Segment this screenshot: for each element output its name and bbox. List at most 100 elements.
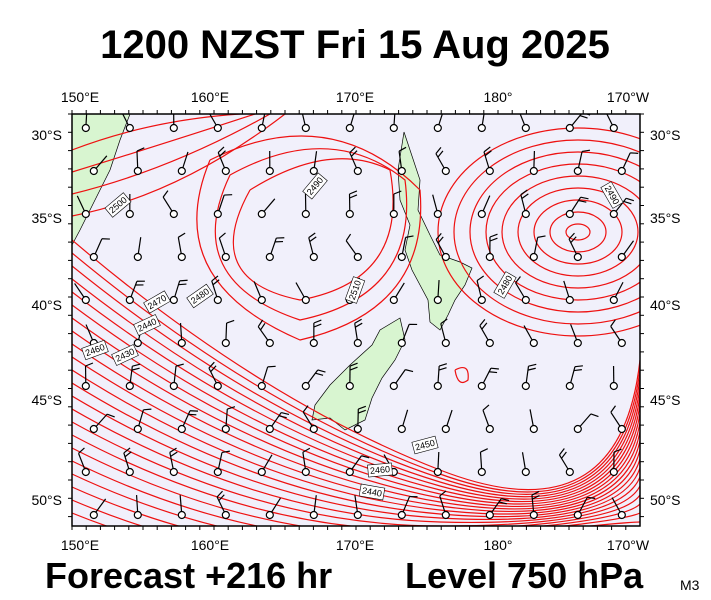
barb-feather: [281, 411, 290, 416]
barb-feather: [354, 318, 362, 324]
barb-station: [477, 381, 486, 391]
barb-feather: [435, 232, 442, 240]
title: 1200 NZST Fri 15 Aug 2025: [100, 23, 610, 67]
barb-feather: [302, 108, 309, 113]
barb-station: [617, 424, 626, 434]
contour: [72, 395, 640, 521]
barb-station: [265, 166, 274, 176]
contour-label-box: [143, 290, 171, 314]
left-axis-label: 45°S: [31, 392, 62, 408]
barb-feather: [124, 451, 132, 458]
wind-barbs: [74, 104, 639, 520]
barb-station: [265, 252, 274, 262]
contour: [549, 211, 607, 253]
barb-station: [265, 510, 274, 520]
barb-station: [177, 424, 186, 434]
contour: [196, 135, 422, 341]
barb-feather: [587, 496, 596, 499]
barb-feather: [212, 279, 220, 286]
barb-feather: [227, 406, 236, 410]
barb-feather: [489, 233, 498, 238]
barb-feather: [484, 150, 492, 157]
barb-station: [169, 123, 178, 133]
barb-station: [485, 338, 494, 348]
contour: [72, 460, 640, 526]
barb-feather: [561, 451, 567, 459]
barb-feather: [177, 232, 186, 238]
barb-feather: [439, 490, 447, 497]
barb-station: [529, 338, 538, 348]
contour: [72, 265, 640, 495]
barb-station: [433, 123, 442, 133]
contour-label: 2450: [411, 435, 439, 455]
barb-feather: [208, 104, 213, 110]
top-axis-label: 170°W: [607, 89, 650, 105]
barb-station: [133, 166, 142, 176]
barb-station: [573, 166, 582, 176]
barb-feather: [257, 319, 264, 328]
barb-station: [89, 424, 98, 434]
contour: [72, 114, 256, 173]
barb-station: [125, 209, 134, 219]
barb-station: [573, 510, 582, 520]
barb-station: [221, 338, 230, 348]
contour: [533, 199, 623, 265]
barb-station: [81, 295, 90, 305]
barb-feather: [574, 365, 583, 368]
barb-station: [125, 295, 134, 305]
forecast-label: Forecast +216 hr: [45, 555, 332, 596]
barb-station: [221, 166, 230, 176]
barb-feather: [179, 279, 188, 282]
contour: [72, 356, 640, 512]
barb-feather: [302, 405, 309, 413]
barb-station: [301, 295, 310, 305]
barb-feather: [520, 189, 528, 196]
barb-feather: [515, 276, 521, 284]
contour: [72, 473, 640, 526]
barb-feather: [613, 448, 622, 453]
barb-feather: [581, 149, 591, 153]
barb-station: [213, 209, 222, 219]
barb-feather: [349, 362, 358, 367]
barb-feather: [440, 318, 448, 325]
barb-station: [89, 510, 98, 520]
contour: [72, 114, 286, 217]
right-axis-label: 40°S: [650, 297, 681, 313]
barb-station: [89, 252, 98, 262]
contour-label-box: [111, 344, 139, 366]
barb-station: [573, 338, 582, 348]
level-label: Level 750 hPa: [405, 555, 644, 596]
barb-station: [529, 166, 538, 176]
barb-station: [221, 510, 230, 520]
barb-feather: [301, 104, 308, 109]
contour-label-box: [186, 283, 214, 309]
barb-station: [125, 123, 134, 133]
barb-station: [397, 424, 406, 434]
barb-station: [609, 209, 618, 219]
barb-station: [573, 252, 582, 262]
barb-feather: [398, 146, 407, 152]
barb-feather: [345, 233, 352, 242]
barb-feather: [355, 322, 363, 328]
barb-station: [257, 467, 266, 477]
contour: [72, 278, 640, 498]
barb-feather: [405, 369, 414, 373]
contour-label-box: [600, 181, 624, 209]
barb-station: [521, 381, 530, 391]
barb-feather: [578, 199, 587, 203]
barb-station: [81, 209, 90, 219]
bottom-axis-label: 170°E: [336, 537, 374, 553]
barb-feather: [349, 190, 358, 195]
barb-station: [309, 424, 318, 434]
barb-feather: [226, 319, 235, 324]
barb-station: [389, 295, 398, 305]
right-axis-label: 45°S: [650, 392, 681, 408]
contour: [454, 367, 469, 383]
barb-feather: [489, 237, 498, 242]
barb-feather: [482, 404, 490, 411]
barb-feather: [309, 236, 317, 243]
barb-station: [565, 381, 574, 391]
contour: [565, 223, 591, 241]
contour: [214, 148, 408, 321]
barb-station: [345, 381, 354, 391]
